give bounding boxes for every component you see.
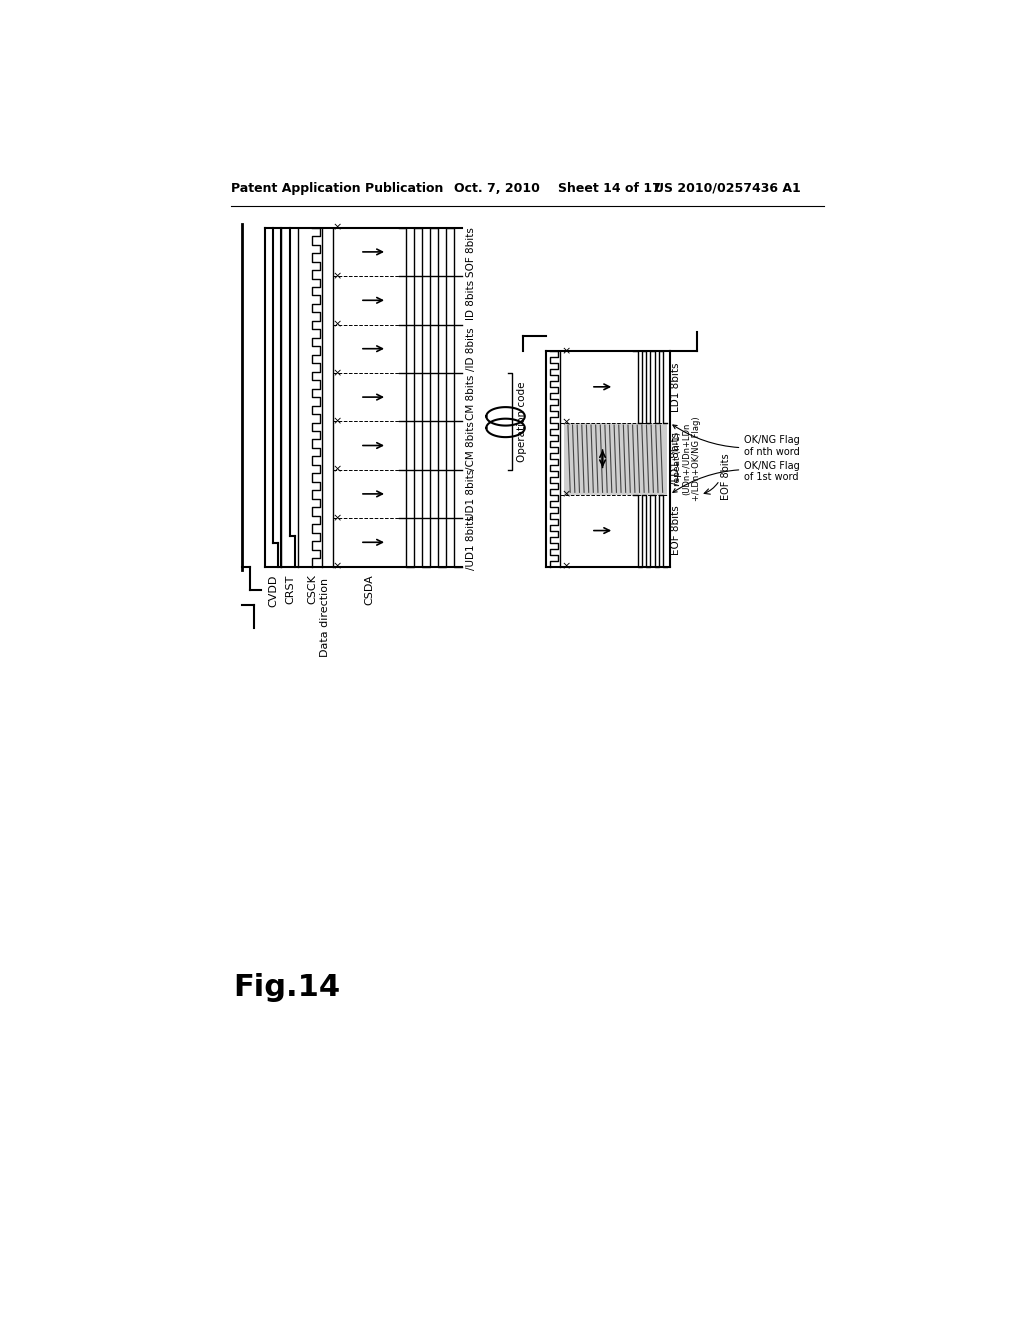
Text: ×: × [332,271,342,281]
Text: Patent Application Publication: Patent Application Publication [230,182,443,194]
Text: EOF 8bits: EOF 8bits [671,506,681,556]
Bar [564,422,668,495]
Text: ×: × [562,417,571,428]
Text: OK/NG Flag
of nth word: OK/NG Flag of nth word [673,425,800,457]
Text: CRST: CRST [285,574,295,603]
Text: SOF 8bits: SOF 8bits [466,227,475,277]
Text: /LD1 8bits: /LD1 8bits [671,432,681,486]
Text: Operation code: Operation code [517,381,527,462]
Text: ×: × [332,465,342,475]
Text: repeat (n-1): repeat (n-1) [674,432,682,486]
Text: +/LDn+OK/NG Flag): +/LDn+OK/NG Flag) [692,416,700,502]
Text: UD1 8bits: UD1 8bits [466,469,475,520]
Text: EOF 8bits: EOF 8bits [721,453,731,500]
Text: ×: × [332,416,342,426]
Text: /CM 8bits: /CM 8bits [466,421,475,470]
Text: ×: × [562,346,571,356]
Text: LD1 8bits: LD1 8bits [671,362,681,412]
Text: CVDD: CVDD [268,574,279,607]
Text: OK/NG Flag
of 1st word: OK/NG Flag of 1st word [673,461,800,492]
Text: Sheet 14 of 17: Sheet 14 of 17 [558,182,660,194]
Text: CSCK: CSCK [307,574,317,605]
Text: CM 8bits: CM 8bits [466,375,475,420]
Text: /UD1 8bits: /UD1 8bits [466,515,475,570]
Text: ×: × [332,513,342,523]
Text: ×: × [332,561,342,572]
Text: ×: × [562,490,571,500]
Text: ID 8bits: ID 8bits [466,280,475,321]
Text: CSDA: CSDA [365,574,374,605]
Text: (UDn+/UDn+LDn: (UDn+/UDn+LDn [683,422,691,495]
Text: ×: × [332,368,342,378]
Text: Data direction: Data direction [321,578,331,657]
Text: US 2010/0257436 A1: US 2010/0257436 A1 [654,182,801,194]
Text: ×: × [332,319,342,330]
Text: /ID 8bits: /ID 8bits [466,327,475,371]
Text: ×: × [562,561,571,572]
Text: Fig.14: Fig.14 [233,973,340,1002]
Text: ×: × [332,223,342,232]
Text: Oct. 7, 2010: Oct. 7, 2010 [454,182,540,194]
